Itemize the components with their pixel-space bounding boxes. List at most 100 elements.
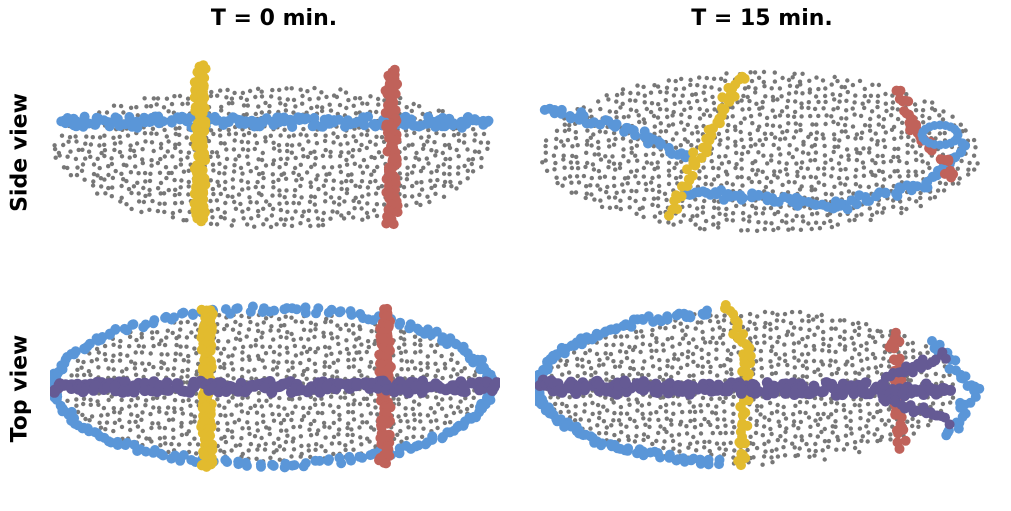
cell-dot xyxy=(154,131,159,136)
cell-dot xyxy=(357,401,363,407)
cell-dot xyxy=(154,102,159,107)
cell-dot xyxy=(617,349,623,354)
cell-dot xyxy=(820,448,825,453)
cell-dot xyxy=(285,350,290,355)
cell-dot xyxy=(345,141,350,146)
cell-dot xyxy=(65,165,70,171)
cell-dot xyxy=(776,335,782,340)
cell-dot xyxy=(268,328,273,333)
cell-dot xyxy=(307,427,312,432)
cell-dot xyxy=(717,142,722,147)
cell-dot xyxy=(664,429,669,435)
cell-dot xyxy=(783,416,789,421)
cell-dot xyxy=(656,102,661,107)
cell-dot xyxy=(647,417,652,422)
cell-dot xyxy=(335,358,341,363)
cell-dot xyxy=(261,206,266,211)
cell-dot xyxy=(782,352,788,357)
cell-dot xyxy=(335,134,340,140)
cell-dot xyxy=(89,359,94,364)
cell-dot xyxy=(239,178,244,183)
cell-dot xyxy=(752,70,758,75)
cell-dot xyxy=(156,421,161,426)
cell-dot xyxy=(329,441,335,446)
blue-outline-dot xyxy=(220,304,231,315)
cell-dot xyxy=(104,110,110,115)
cell-dot xyxy=(852,440,858,445)
cell-dot xyxy=(728,358,733,363)
cell-dot xyxy=(462,133,467,138)
cell-dot xyxy=(710,165,716,171)
cell-dot xyxy=(776,419,781,424)
cell-dot xyxy=(808,424,813,429)
cell-dot xyxy=(650,187,655,193)
cell-dot xyxy=(842,122,848,128)
cell-dot xyxy=(812,187,818,192)
cell-dot xyxy=(875,427,880,432)
cell-dot xyxy=(822,182,827,188)
cell-dot xyxy=(178,344,183,349)
cell-dot xyxy=(738,120,744,126)
red-stripe-dot xyxy=(383,320,394,331)
cell-dot xyxy=(592,152,597,157)
cell-dot xyxy=(852,445,858,451)
cell-dot xyxy=(256,356,262,362)
cell-dot xyxy=(889,127,895,132)
cell-dot xyxy=(769,158,774,163)
cell-dot xyxy=(234,403,239,408)
yellow-stripe-dot xyxy=(682,164,692,175)
cell-dot xyxy=(594,351,600,357)
cell-dot xyxy=(596,415,602,421)
cell-dot xyxy=(554,136,559,142)
cell-dot xyxy=(345,432,350,438)
cell-dot xyxy=(821,341,826,347)
cell-dot xyxy=(238,95,244,100)
cell-dot xyxy=(575,356,580,362)
cell-dot xyxy=(165,328,170,333)
cell-dot xyxy=(690,214,695,219)
cell-dot xyxy=(293,404,298,409)
cell-dot xyxy=(177,132,182,138)
cell-dot xyxy=(192,414,197,419)
cell-dot xyxy=(822,401,828,407)
cell-dot xyxy=(706,351,711,357)
cell-dot xyxy=(396,397,401,402)
cell-dot xyxy=(732,124,738,129)
cell-dot xyxy=(950,395,956,400)
cell-dot xyxy=(307,346,313,352)
cell-dot xyxy=(900,120,905,125)
cell-dot xyxy=(301,405,306,411)
cell-dot xyxy=(177,191,182,197)
cell-dot xyxy=(327,102,332,107)
cell-dot xyxy=(838,181,843,186)
cell-dot xyxy=(126,186,132,192)
cell-dot xyxy=(83,416,88,422)
cell-dot xyxy=(850,82,856,88)
cell-dot xyxy=(177,141,182,147)
cell-dot xyxy=(208,93,214,99)
cell-dot xyxy=(277,193,282,198)
cell-dot xyxy=(891,204,896,209)
cell-dot xyxy=(193,322,198,327)
cell-dot xyxy=(365,436,370,441)
cell-dot xyxy=(461,140,467,145)
cell-dot xyxy=(662,191,668,196)
cell-dot xyxy=(271,146,277,151)
cell-dot xyxy=(865,356,870,361)
cell-dot xyxy=(283,102,288,108)
cell-dot xyxy=(874,370,880,375)
cell-dot xyxy=(237,330,242,336)
cell-dot xyxy=(111,406,116,411)
cell-dot xyxy=(434,168,439,174)
cell-dot xyxy=(343,447,348,453)
cell-dot xyxy=(110,175,116,181)
cell-dot xyxy=(472,138,477,143)
cell-dot xyxy=(808,433,813,438)
cell-dot xyxy=(364,210,370,216)
cell-dot xyxy=(633,198,638,204)
cell-dot xyxy=(57,153,62,158)
cell-dot xyxy=(632,418,637,424)
embryo-side-view-t0 xyxy=(50,60,500,240)
cell-dot xyxy=(95,191,100,196)
cell-dot xyxy=(215,346,220,351)
